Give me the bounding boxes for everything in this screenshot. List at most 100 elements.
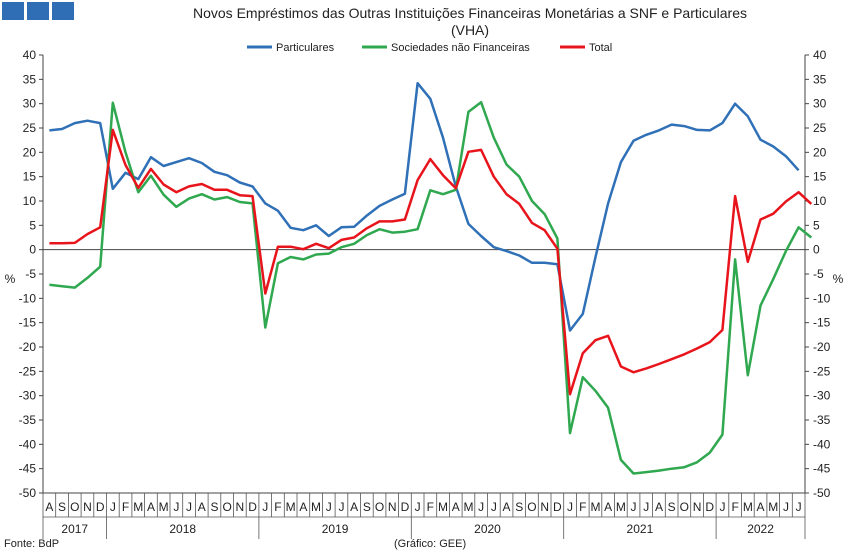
x-tick-label: M [590,500,600,514]
x-tick-label: A [757,500,765,514]
y-tick-label-right: -50 [813,486,831,500]
x-tick-label: J [783,500,789,514]
x-tick-label: A [350,500,358,514]
y-tick-label-left: 5 [29,218,36,232]
chart-title: Novos Empréstimos das Outras Instituiçõe… [193,5,747,21]
x-tick-label: D [553,500,562,514]
x-tick-label: F [122,500,129,514]
y-tick-label-right: -25 [813,364,831,378]
x-year-label: 2019 [322,522,349,536]
x-tick-label: M [438,500,448,514]
x-tick-label: J [186,500,192,514]
y-tick-label-right: -45 [813,462,831,476]
x-tick-label: M [311,500,321,514]
x-tick-label: J [173,500,179,514]
y-tick-label-left: -20 [19,340,37,354]
legend-label-2: Sociedades não Financeiras [391,42,530,54]
x-tick-label: D [705,500,714,514]
x-tick-label: J [262,500,268,514]
chart-subtitle: (VHA) [450,22,490,38]
logo-block-2 [27,2,49,20]
y-tick-label-right: -35 [813,413,831,427]
y-axis-label-left: % [5,272,16,286]
x-tick-label: J [491,500,497,514]
series-line-1 [49,81,800,332]
y-tick-label-right: 35 [813,72,827,86]
series-line-2 [49,100,813,475]
x-tick-label: S [363,500,371,514]
x-tick-label: A [503,500,511,514]
x-tick-label: M [463,500,473,514]
x-tick-label: M [159,500,169,514]
y-tick-label-left: -45 [19,462,37,476]
y-tick-label-right: 20 [813,145,827,159]
x-tick-label: D [248,500,257,514]
x-tick-label: N [540,500,549,514]
x-tick-label: J [110,500,116,514]
logo-block-3 [52,2,74,20]
x-tick-label: O [375,500,384,514]
x-tick-label: A [45,500,53,514]
x-year-label: 2018 [169,522,196,536]
x-tick-label: J [643,500,649,514]
x-tick-label: F [274,500,281,514]
y-tick-label-right: 5 [813,218,820,232]
x-tick-label: A [147,500,155,514]
x-tick-label: O [222,500,231,514]
y-tick-label-right: 30 [813,97,827,111]
y-tick-label-right: -5 [813,267,824,281]
x-year-label: 2020 [474,522,501,536]
y-tick-label-left: -40 [19,437,37,451]
x-tick-label: J [415,500,421,514]
legend-label-3: Total [589,42,612,54]
x-year-label: 2017 [61,522,88,536]
logo-block-1 [2,2,24,20]
y-axis-label-right: % [833,272,844,286]
x-tick-label: M [133,500,143,514]
x-tick-label: F [579,500,586,514]
chart-credit: (Gráfico: GEE) [394,538,467,550]
y-tick-label-right: -10 [813,291,831,305]
y-tick-label-left: 20 [23,145,37,159]
x-tick-label: F [427,500,434,514]
x-tick-label: J [326,500,332,514]
x-tick-label: M [743,500,753,514]
x-tick-label: D [401,500,410,514]
x-tick-label: S [515,500,523,514]
x-tick-label: J [338,500,344,514]
y-tick-label-left: 25 [23,121,37,135]
y-tick-label-left: 0 [29,243,36,257]
y-tick-label-left: -25 [19,364,37,378]
y-tick-label-right: -15 [813,316,831,330]
y-tick-label-left: -30 [19,389,37,403]
y-tick-label-left: 40 [23,48,37,62]
x-tick-label: M [616,500,626,514]
x-tick-label: A [604,500,612,514]
x-tick-label: S [210,500,218,514]
x-tick-label: A [198,500,206,514]
y-tick-label-left: 35 [23,72,37,86]
y-tick-label-right: 40 [813,48,827,62]
x-tick-label: N [236,500,245,514]
legend-label-1: Particulares [276,42,335,54]
x-tick-label: O [70,500,79,514]
x-tick-label: J [567,500,573,514]
x-tick-label: F [731,500,738,514]
series-line-3 [49,128,813,396]
x-tick-label: M [286,500,296,514]
x-tick-label: J [631,500,637,514]
x-tick-label: J [719,500,725,514]
x-tick-label: N [693,500,702,514]
x-tick-label: D [96,500,105,514]
x-tick-label: A [299,500,307,514]
x-tick-label: O [527,500,536,514]
y-tick-label-left: 15 [23,170,37,184]
y-tick-label-right: 25 [813,121,827,135]
y-tick-label-left: 30 [23,97,37,111]
x-tick-label: A [452,500,460,514]
y-tick-label-right: -40 [813,437,831,451]
x-year-label: 2022 [747,522,774,536]
y-tick-label-left: -10 [19,291,37,305]
y-tick-label-left: -35 [19,413,37,427]
